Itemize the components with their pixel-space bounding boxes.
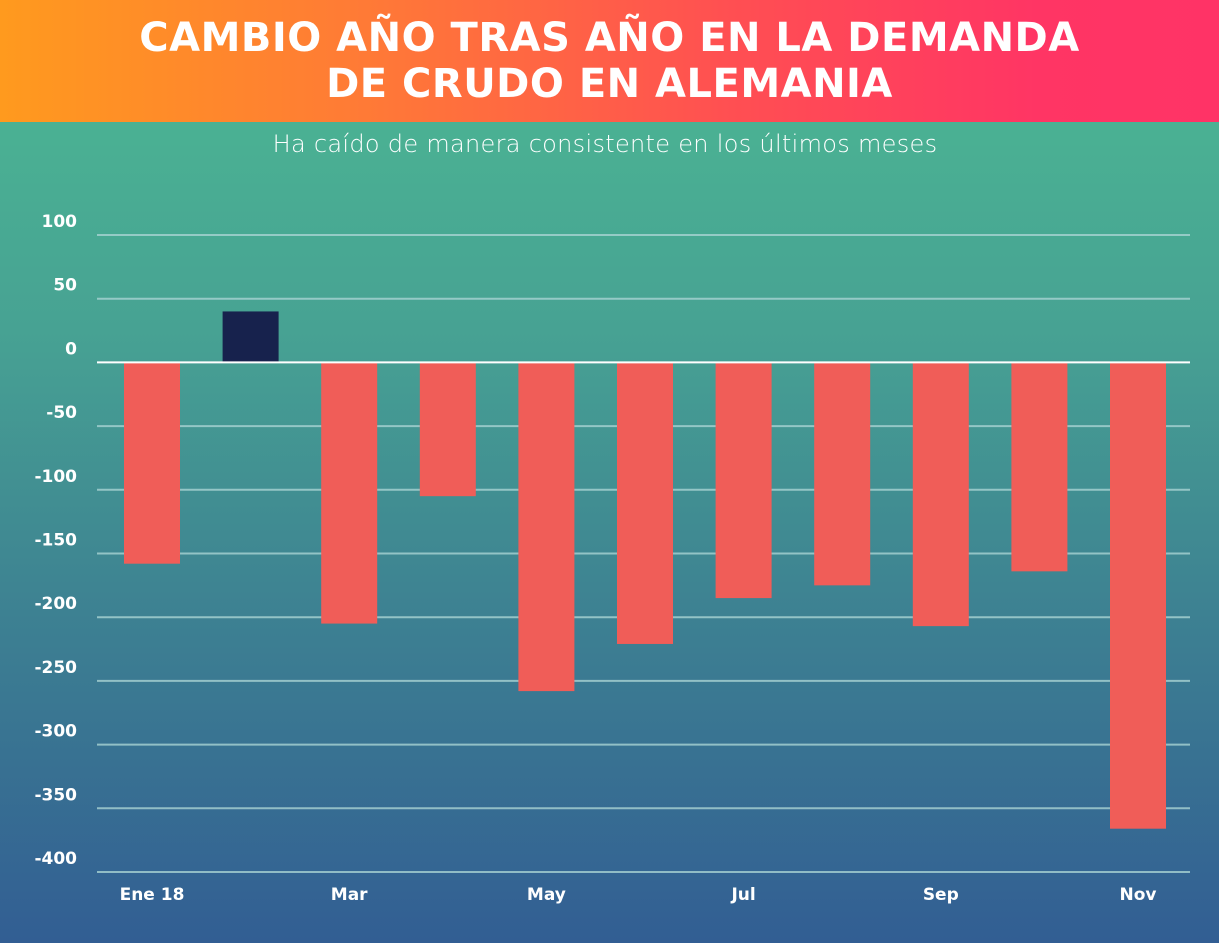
bar-mar xyxy=(321,362,378,624)
bar-ene-18 xyxy=(124,362,180,564)
chart-title-line-1: CAMBIO AÑO TRAS AÑO EN LA DEMANDA xyxy=(139,15,1080,61)
x-axis-ticks: Ene 18 Mar May Jul Sep Nov xyxy=(120,885,1157,905)
bar-jun xyxy=(617,362,673,644)
bars xyxy=(124,311,1166,829)
bar-may xyxy=(518,362,575,692)
y-tick-label: -150 xyxy=(34,531,77,551)
y-tick-label: -350 xyxy=(34,785,77,805)
chart-title: CAMBIO AÑO TRAS AÑO EN LA DEMANDA DE CRU… xyxy=(139,15,1079,107)
x-tick-label: Sep xyxy=(923,885,959,905)
x-tick-label: Nov xyxy=(1120,885,1157,905)
x-tick-label: Jul xyxy=(730,885,755,905)
bar-abr xyxy=(419,362,476,497)
y-tick-label: 50 xyxy=(53,276,77,296)
y-axis-ticks: 100 50 0 -50 -100 -150 -200 -250 -300 -350 -400 xyxy=(34,212,77,869)
y-tick-label: -300 xyxy=(34,722,77,742)
bar-sep xyxy=(912,362,969,627)
bar-ago xyxy=(814,362,871,586)
title-banner: CAMBIO AÑO TRAS AÑO EN LA DEMANDA DE CRU… xyxy=(0,0,1219,122)
y-tick-label: -400 xyxy=(34,849,77,869)
bar-oct xyxy=(1011,362,1068,572)
x-tick-label: May xyxy=(527,885,566,905)
bar-feb xyxy=(222,311,279,363)
y-tick-label: 0 xyxy=(65,339,77,359)
y-tick-label: -50 xyxy=(46,403,77,423)
y-tick-label: -200 xyxy=(34,594,77,614)
chart-title-line-2: DE CRUDO EN ALEMANIA xyxy=(326,61,893,107)
x-tick-label: Ene 18 xyxy=(120,885,185,905)
y-tick-label: -250 xyxy=(34,658,77,678)
bar-jul xyxy=(715,362,772,599)
chart-subtitle: Ha caído de manera consistente en los úl… xyxy=(272,130,938,158)
bar-nov xyxy=(1110,362,1166,829)
y-tick-label: 100 xyxy=(42,212,78,232)
x-tick-label: Mar xyxy=(331,885,368,905)
y-tick-label: -100 xyxy=(34,467,77,487)
